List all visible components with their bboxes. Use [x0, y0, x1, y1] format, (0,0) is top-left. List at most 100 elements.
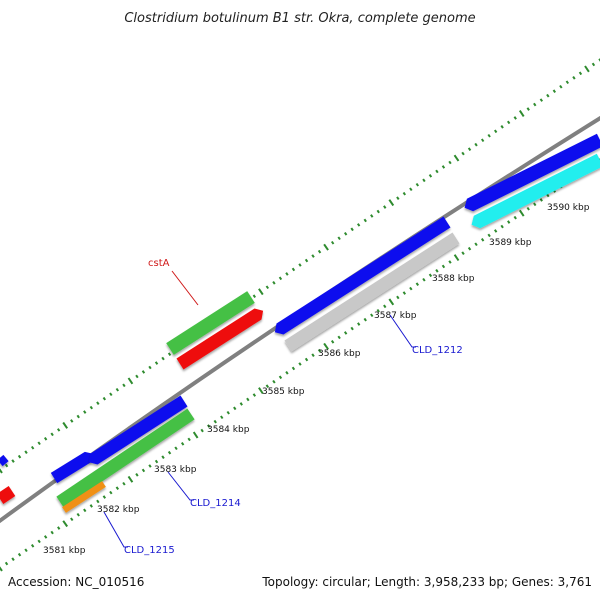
outer-tick-mark — [422, 178, 426, 183]
outer-tick-mark — [526, 107, 530, 111]
kbp-label-3585: 3585 kbp — [262, 387, 305, 397]
inner-tick-mark — [304, 357, 309, 362]
inner-tick-mark — [4, 561, 9, 566]
gene-bar-green-cstA[interactable] — [166, 291, 255, 355]
gene-bar-blue-small[interactable] — [50, 451, 94, 484]
gene-bar-blue-far-left[interactable] — [0, 454, 9, 467]
outer-tick-mark — [127, 377, 134, 385]
outer-tick-mark — [584, 65, 590, 73]
outer-tick-mark — [50, 432, 54, 437]
outer-tick-mark — [62, 421, 69, 429]
outer-tick-mark — [161, 356, 165, 361]
outer-tick-mark — [343, 232, 348, 236]
outer-tick-mark — [370, 214, 374, 218]
inner-tick-mark — [17, 552, 22, 557]
gene-bar-blue-CLD_1212[interactable] — [274, 216, 451, 335]
outer-tick-mark — [265, 285, 270, 290]
gene-label-CLD_1212[interactable]: CLD_1212 — [412, 345, 463, 356]
outer-tick-mark — [506, 120, 511, 125]
outer-tick-mark — [30, 445, 35, 450]
inner-tick-mark — [11, 557, 15, 561]
outer-tick-mark — [37, 441, 41, 446]
outer-tick-mark — [388, 199, 395, 207]
inner-tick-mark — [141, 468, 146, 473]
outer-tick-mark — [493, 129, 498, 134]
gene-bar-red-cstA[interactable] — [176, 308, 264, 370]
outer-tick-mark — [83, 410, 87, 414]
inner-tick-mark — [518, 209, 525, 217]
gene-bar-gray[interactable] — [284, 232, 460, 352]
outer-tick-mark — [435, 169, 439, 174]
inner-tick-mark — [180, 442, 185, 446]
inner-tick-mark — [192, 431, 199, 439]
outer-tick-mark — [559, 84, 563, 89]
inner-tick-mark — [0, 566, 3, 572]
inner-tick-mark — [461, 251, 465, 255]
inner-tick-mark — [409, 286, 413, 291]
inner-tick-mark — [376, 308, 380, 313]
gene-bar-orange-CLD_1215[interactable] — [62, 481, 106, 513]
outer-tick-mark — [285, 272, 289, 276]
inner-tick-mark — [539, 198, 543, 202]
outer-tick-mark — [109, 392, 113, 397]
inner-tick-mark — [330, 340, 335, 344]
inner-tick-mark — [363, 317, 367, 322]
outer-tick-mark — [572, 76, 576, 80]
outer-tick-mark — [167, 352, 172, 356]
outer-tick-mark — [591, 62, 596, 67]
outer-tick-mark — [448, 160, 452, 165]
inner-tick-mark — [102, 495, 107, 499]
gene-bar-blue-CLD_1214[interactable] — [89, 395, 188, 465]
inner-tick-mark — [323, 342, 329, 350]
genome-summary-text: Topology: circular; Length: 3,958,233 bp… — [261, 575, 592, 589]
inner-tick-mark — [298, 362, 302, 366]
inner-tick-mark — [435, 269, 439, 273]
inner-tick-mark — [233, 406, 237, 411]
outer-tick-mark — [480, 138, 485, 143]
inner-tick-mark — [272, 379, 276, 384]
outer-tick-mark — [96, 401, 100, 405]
outer-tick-mark — [141, 370, 146, 374]
outer-tick-mark — [376, 209, 380, 214]
inner-tick-mark — [500, 224, 504, 229]
gene-label-CLD_1215[interactable]: CLD_1215 — [124, 545, 175, 556]
inner-tick-mark — [252, 393, 257, 397]
gene-bar-green-long[interactable] — [56, 408, 195, 508]
inner-tick-mark — [148, 464, 152, 468]
inner-tick-mark — [83, 508, 87, 513]
inner-tick-mark — [453, 254, 460, 262]
inner-tick-mark — [448, 260, 452, 264]
outer-tick-mark — [0, 468, 3, 474]
gene-bar-red-far-left[interactable] — [0, 486, 16, 504]
inner-tick-mark — [311, 353, 315, 357]
inner-tick-mark — [337, 335, 341, 340]
inner-tick-mark — [428, 273, 433, 278]
kbp-label-3590: 3590 kbp — [547, 203, 590, 213]
outer-tick-mark — [70, 419, 74, 423]
outer-tick-mark — [383, 205, 387, 209]
outer-tick-mark — [102, 396, 107, 401]
inner-tick-mark — [154, 459, 159, 464]
outer-tick-mark — [546, 93, 550, 98]
outer-tick-mark — [258, 288, 264, 296]
inner-tick-mark — [109, 490, 113, 495]
outer-tick-mark — [467, 147, 472, 151]
gene-label-cstA[interactable]: cstA — [148, 258, 170, 269]
inner-tick-mark — [350, 326, 354, 331]
kbp-labels: 3581 kbp 3582 kbp 3583 kbp 3584 kbp 3585… — [43, 203, 590, 556]
outer-tick-mark — [409, 187, 413, 192]
outer-tick-mark — [272, 281, 276, 285]
inner-tick-mark — [533, 202, 537, 207]
inner-tick-mark — [258, 387, 264, 395]
inner-tick-mark — [343, 331, 348, 335]
gene-label-CLD_1214[interactable]: CLD_1214 — [190, 498, 241, 509]
gene-bar-blue-right[interactable] — [464, 133, 600, 212]
inner-tick-mark — [402, 291, 407, 295]
inner-tick-mark — [89, 504, 93, 508]
outer-tick-mark — [552, 89, 557, 93]
gene-bar-cyan-right[interactable] — [471, 153, 600, 229]
outer-tick-mark — [122, 383, 126, 388]
inner-tick-mark — [200, 428, 204, 433]
